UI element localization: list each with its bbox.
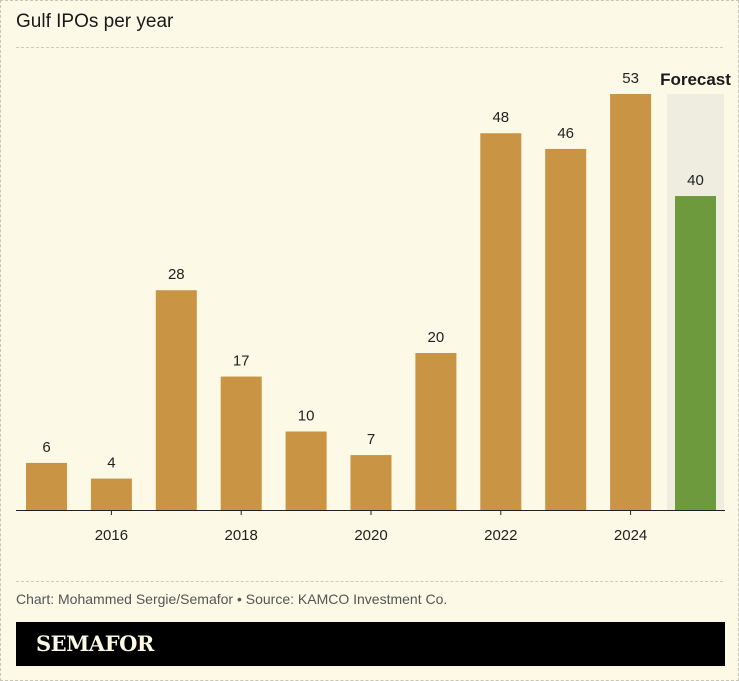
bar-2021 xyxy=(415,353,457,510)
bar-2023 xyxy=(545,148,587,510)
bar-2019 xyxy=(285,431,327,510)
bar-2024 xyxy=(610,94,652,510)
x-tick-label-2016: 2016 xyxy=(95,527,128,544)
semafor-logo: SEMAFOR xyxy=(16,622,725,666)
bar-chart: Forecast 6 4 28 17 10 7 20 48 46 53 40 2016 2018 2020 2… xyxy=(16,70,731,544)
data-label-2024: 53 xyxy=(622,70,639,87)
footer-divider xyxy=(16,581,723,582)
top-divider xyxy=(16,47,723,48)
data-label-2015: 6 xyxy=(42,439,50,456)
forecast-label: Forecast xyxy=(660,70,731,89)
data-label-2023: 46 xyxy=(557,125,574,142)
x-tick-label-2022: 2022 xyxy=(484,527,517,544)
data-label-2022: 48 xyxy=(492,109,509,126)
data-label-2021: 20 xyxy=(428,329,445,346)
source-credit: Chart: Mohammed Sergie/Semafor • Source:… xyxy=(16,591,448,607)
data-label-2017: 28 xyxy=(168,266,185,283)
data-label-2016: 4 xyxy=(107,455,115,472)
bar-2017 xyxy=(155,290,197,510)
bar-2022 xyxy=(480,133,522,510)
data-label-2019: 10 xyxy=(298,408,315,425)
bar-2025 xyxy=(675,196,716,511)
chart-title: Gulf IPOs per year xyxy=(16,11,174,32)
data-label-2018: 17 xyxy=(233,353,250,370)
logo-text: SEMAFOR xyxy=(36,631,154,656)
data-label-2020: 7 xyxy=(367,431,375,448)
bar-2020 xyxy=(350,455,392,510)
bar-2015 xyxy=(26,462,67,510)
x-tick-label-2020: 2020 xyxy=(354,527,387,544)
x-tick-label-2018: 2018 xyxy=(225,527,258,544)
bar-2018 xyxy=(220,376,262,510)
data-label-2025: 40 xyxy=(687,172,704,189)
bar-2016 xyxy=(90,478,132,510)
x-tick-label-2024: 2024 xyxy=(614,527,647,544)
